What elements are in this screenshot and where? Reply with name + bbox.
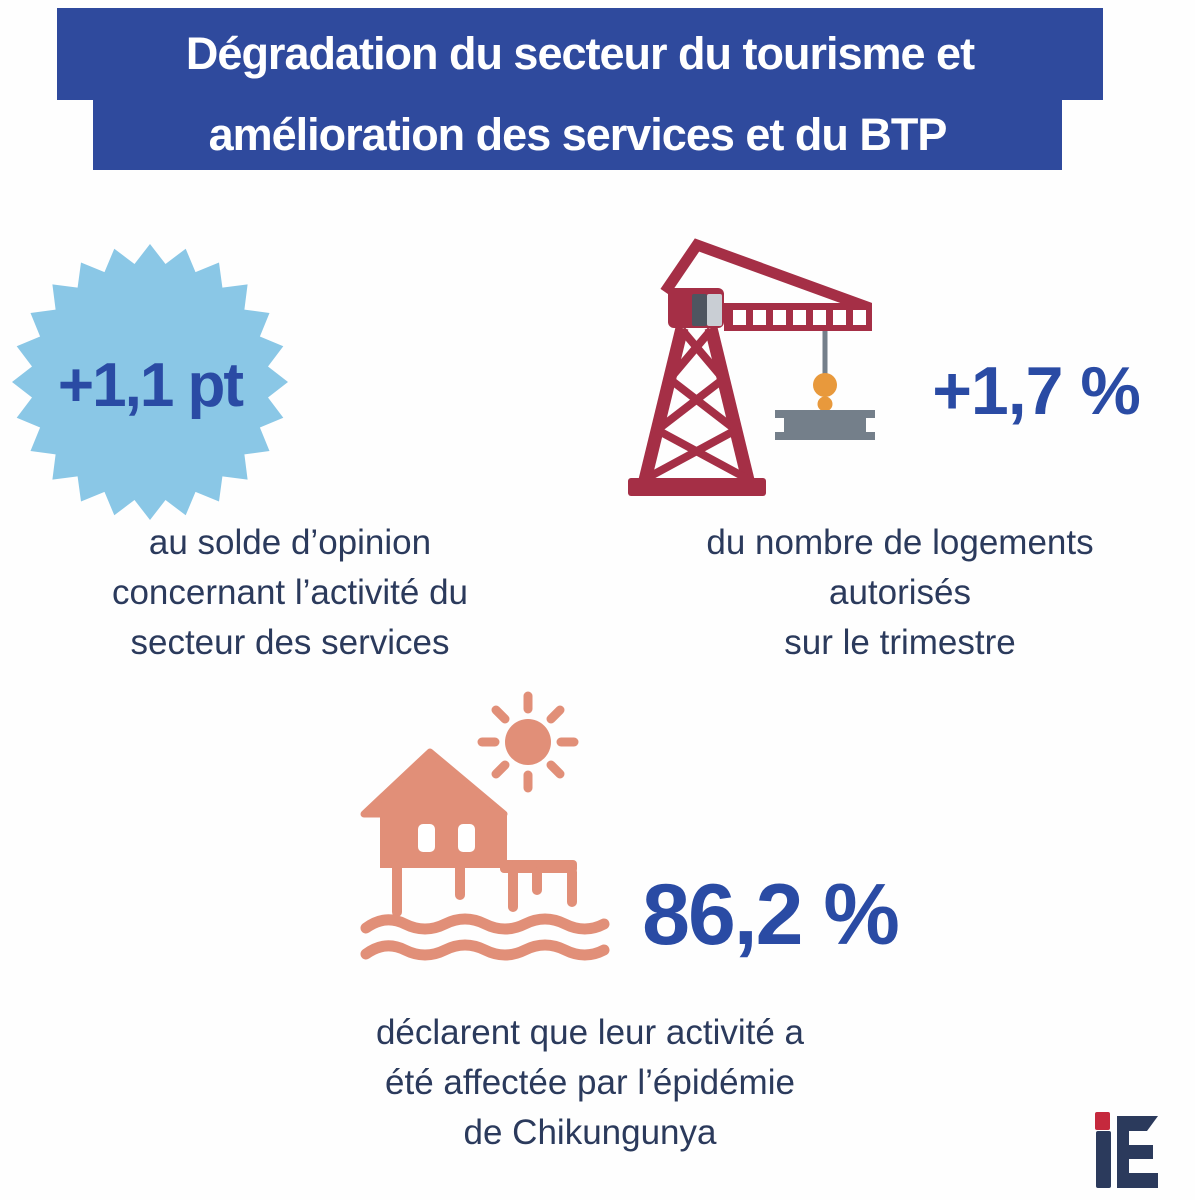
ie-logo-icon (1095, 1112, 1158, 1188)
water-waves (360, 913, 610, 961)
stat-chikungunya-caption: déclarent que leur activité a été affect… (340, 1008, 840, 1158)
construction-crane-icon (628, 238, 875, 496)
sun-icon (477, 691, 579, 793)
stat-chikungunya-value: 86,2 % (642, 867, 900, 963)
caption-line: déclarent que leur activité a (375, 1013, 805, 1052)
title-banner-line2: amélioration des services et du BTP (93, 100, 1062, 170)
stat-housing-value: +1,7 % (932, 353, 1141, 429)
title-banner-line1: Dégradation du secteur du tourisme et (57, 8, 1103, 100)
stilt-house-icon (360, 691, 610, 961)
stat-services-value: +1,1 pt (57, 350, 244, 420)
caption-line: au solde d’opinion (148, 523, 432, 562)
stat-services-caption: au solde d’opinion concernant l’activité… (40, 518, 540, 668)
caption-line: sur le trimestre (784, 623, 1016, 662)
page-title-line1: Dégradation du secteur du tourisme et (185, 28, 975, 79)
page-title-line2: amélioration des services et du BTP (208, 109, 948, 160)
caption-line: concernant l’activité du (111, 573, 469, 612)
stat-housing-caption: du nombre de logements autorisés sur le … (650, 518, 1150, 668)
caption-line: été affectée par l’épidémie (385, 1063, 795, 1102)
starburst-icon (12, 244, 288, 520)
caption-line: du nombre de logements (706, 523, 1094, 562)
caption-line: de Chikungunya (463, 1113, 717, 1152)
caption-line: autorisés (828, 573, 972, 612)
starburst-shape (12, 244, 288, 520)
caption-line: secteur des services (130, 623, 450, 662)
